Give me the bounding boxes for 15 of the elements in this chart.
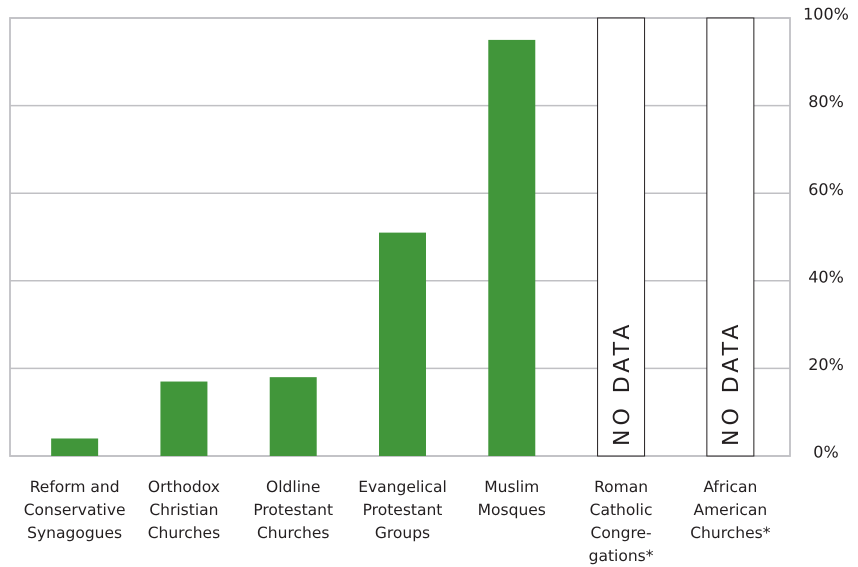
x-tick-label: Evangelical Protestant Groups [358, 478, 447, 542]
x-tick-label: Muslim Mosques [478, 478, 546, 519]
y-tick-label: 20% [808, 355, 844, 374]
band-label: NO DATA [719, 320, 744, 446]
x-tick-label: Orthodox Christian Churches [148, 478, 220, 542]
y-tick-label: 40% [808, 267, 844, 286]
x-tick-label: Reform and Conservative Synagogues [24, 478, 126, 542]
x-tick-label: Roman Catholic Congre- gations* [588, 478, 654, 565]
x-tick-label: Oldline Protestant Churches [253, 478, 334, 542]
y-tick-label: 80% [808, 92, 844, 112]
y-tick-label: 0% [813, 442, 839, 462]
x-tick-label: African American Churches* [690, 478, 771, 542]
band-label: NO DATA [610, 320, 635, 446]
y-tick-label: 60% [808, 180, 844, 199]
y-tick-label: 100% [803, 4, 849, 24]
